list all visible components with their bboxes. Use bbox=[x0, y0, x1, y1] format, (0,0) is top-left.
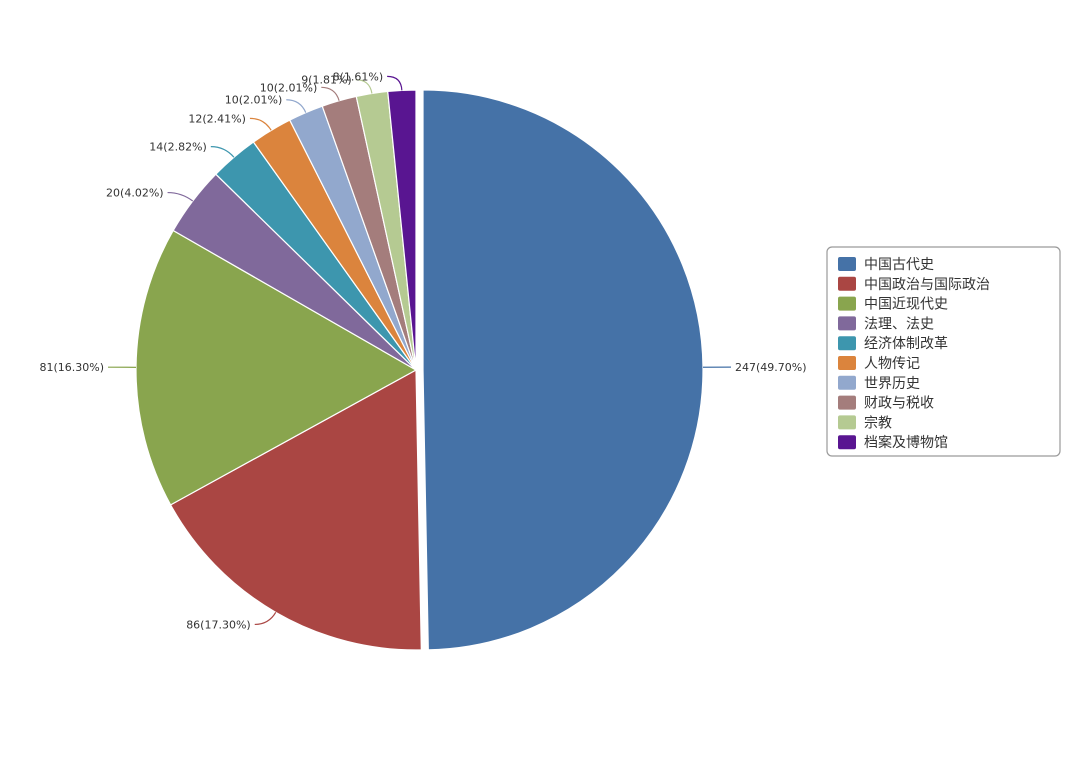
legend-label-5: 人物传记 bbox=[864, 356, 920, 372]
legend-swatch-2 bbox=[838, 296, 856, 311]
legend-item-3: 法理、法史 bbox=[838, 316, 934, 332]
legend-label-7: 财政与税收 bbox=[864, 396, 934, 412]
data-labels: 247(49.70%) 86(17.30%) 81(16.30%) 20(4.02%)… bbox=[39, 70, 806, 631]
legend-label-0: 中国古代史 bbox=[864, 257, 934, 273]
pie-slices bbox=[135, 89, 704, 651]
data-label-8: 9(1.81%) bbox=[301, 74, 352, 87]
leader-line-8 bbox=[355, 79, 373, 94]
legend-swatch-4 bbox=[838, 336, 856, 351]
leader-lines bbox=[108, 75, 731, 626]
legend-item-4: 经济体制改革 bbox=[838, 336, 948, 352]
legend-items: 中国古代史中国政治与国际政治中国近现代史法理、法史经济体制改革人物传记世界历史财… bbox=[838, 257, 990, 451]
legend: 中国古代史中国政治与国际政治中国近现代史法理、法史经济体制改革人物传记世界历史财… bbox=[826, 246, 1061, 457]
legend-label-6: 世界历史 bbox=[864, 376, 920, 392]
leader-line-5 bbox=[249, 117, 272, 131]
data-label-2: 81(16.30%) bbox=[39, 361, 104, 374]
legend-label-4: 经济体制改革 bbox=[864, 336, 948, 352]
legend-item-0: 中国古代史 bbox=[838, 257, 934, 273]
data-label-3: 20(4.02%) bbox=[106, 187, 164, 200]
data-label-6: 10(2.01%) bbox=[225, 94, 283, 107]
legend-item-1: 中国政治与国际政治 bbox=[838, 276, 990, 293]
leader-line-1 bbox=[254, 612, 277, 626]
data-label-5: 12(2.41%) bbox=[188, 112, 246, 125]
legend-swatch-3 bbox=[838, 316, 856, 331]
data-label-7: 10(2.01%) bbox=[260, 81, 318, 94]
legend-swatch-0 bbox=[838, 257, 856, 271]
data-label-0: 247(49.70%) bbox=[735, 361, 807, 374]
legend-label-8: 宗教 bbox=[864, 415, 892, 431]
legend-swatch-7 bbox=[838, 395, 856, 410]
legend-label-3: 法理、法史 bbox=[864, 316, 934, 332]
legend-swatch-9 bbox=[838, 435, 856, 450]
legend-item-7: 财政与税收 bbox=[838, 395, 934, 412]
slice-2 bbox=[135, 229, 418, 506]
slice-0 bbox=[422, 89, 704, 651]
legend-item-9: 档案及博物馆 bbox=[838, 434, 948, 451]
leader-line-6 bbox=[286, 99, 307, 113]
legend-swatch-6 bbox=[838, 375, 856, 390]
legend-item-2: 中国近现代史 bbox=[838, 296, 948, 313]
legend-item-8: 宗教 bbox=[838, 415, 892, 431]
leader-line-7 bbox=[321, 86, 340, 101]
legend-swatch-5 bbox=[838, 356, 856, 370]
legend-label-9: 档案及博物馆 bbox=[864, 434, 948, 451]
data-label-9: 8(1.61%) bbox=[333, 70, 384, 83]
slice-9 bbox=[387, 89, 417, 371]
leader-line-9 bbox=[387, 75, 403, 91]
legend-label-1: 中国政治与国际政治 bbox=[864, 277, 990, 293]
leader-line-4 bbox=[210, 146, 235, 158]
data-label-4: 14(2.82%) bbox=[149, 141, 207, 154]
legend-swatch-8 bbox=[838, 415, 856, 430]
data-label-1: 86(17.30%) bbox=[186, 618, 251, 631]
legend-item-6: 世界历史 bbox=[838, 375, 920, 392]
leader-line-3 bbox=[167, 191, 194, 202]
legend-swatch-1 bbox=[838, 276, 856, 291]
legend-item-5: 人物传记 bbox=[838, 356, 920, 372]
legend-label-2: 中国近现代史 bbox=[864, 297, 948, 313]
legend-box bbox=[826, 246, 1061, 457]
